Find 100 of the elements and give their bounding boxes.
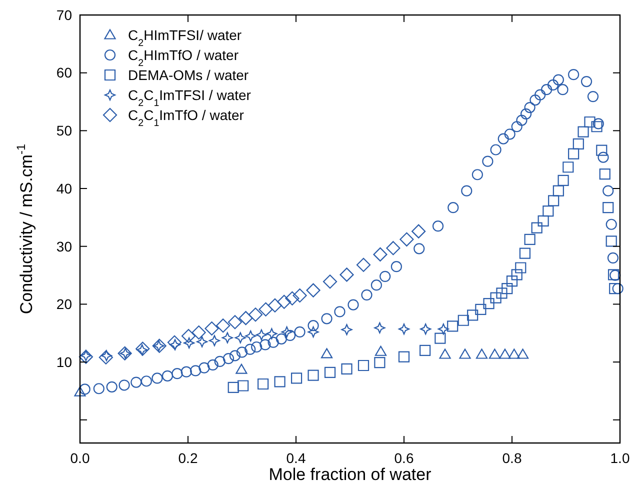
point <box>572 138 584 150</box>
point <box>515 262 526 274</box>
point <box>398 324 410 335</box>
point <box>438 324 449 335</box>
x-tick-label: 0.8 <box>502 450 522 466</box>
point <box>458 314 469 326</box>
point <box>531 222 542 234</box>
y-tick-label: 10 <box>56 354 72 370</box>
point <box>475 304 486 315</box>
point <box>439 348 451 359</box>
point <box>398 351 410 362</box>
point <box>256 329 267 340</box>
point <box>542 206 554 217</box>
point <box>374 357 386 368</box>
point <box>245 330 256 342</box>
x-axis-title: Mole fraction of water <box>268 465 432 482</box>
point <box>204 321 219 336</box>
point <box>208 335 220 346</box>
point <box>459 348 471 359</box>
y-tick-label: 70 <box>56 6 72 23</box>
point <box>308 370 319 381</box>
point <box>548 195 560 206</box>
y-tick-label: 60 <box>56 64 72 81</box>
point <box>74 386 86 396</box>
point <box>374 346 387 356</box>
x-tick-label: 0.4 <box>286 450 306 466</box>
point <box>340 268 354 282</box>
point <box>519 248 531 259</box>
x-tick-label: 0.6 <box>394 450 414 466</box>
point <box>488 348 501 359</box>
point <box>341 324 352 336</box>
point <box>324 366 336 378</box>
point <box>524 234 536 245</box>
point <box>508 348 520 359</box>
point <box>78 350 93 364</box>
point <box>420 324 432 335</box>
point <box>222 332 233 344</box>
point <box>602 202 614 214</box>
point <box>228 382 239 394</box>
point <box>169 339 181 350</box>
point <box>374 322 386 334</box>
point <box>562 162 574 173</box>
point <box>596 144 608 156</box>
point <box>236 364 248 374</box>
point <box>609 283 620 294</box>
y-tick-label: 50 <box>56 122 72 139</box>
point <box>100 350 112 362</box>
point <box>356 258 371 272</box>
point <box>196 336 208 348</box>
point <box>499 348 511 359</box>
point <box>285 291 300 306</box>
point <box>292 288 307 303</box>
point <box>98 350 113 364</box>
point <box>467 310 478 321</box>
point <box>248 308 263 322</box>
point <box>341 363 352 375</box>
legend-label: DEMA-OMs / water <box>128 66 249 83</box>
legend-label: C$_{2}$C$_{1}$ImTfO / water <box>128 106 244 128</box>
point <box>181 328 196 344</box>
point <box>274 376 286 388</box>
point <box>290 372 302 384</box>
point <box>490 292 502 304</box>
point <box>517 348 529 359</box>
point <box>281 326 292 338</box>
point <box>420 344 431 356</box>
x-tick-label: 0.0 <box>70 450 90 466</box>
point <box>552 185 564 196</box>
legend-label: C$_{2}$HImTFSI/ water <box>128 26 242 48</box>
point <box>578 126 589 138</box>
point <box>322 274 338 289</box>
point <box>412 224 426 238</box>
legend-label: C$_{2}$HImTfO / water <box>128 46 239 68</box>
point <box>506 276 518 287</box>
point <box>216 318 230 333</box>
point <box>192 325 206 340</box>
x-tick-label: 0.2 <box>178 450 198 466</box>
point <box>476 348 488 359</box>
point <box>358 360 370 372</box>
point <box>502 283 513 294</box>
point <box>496 288 508 299</box>
point <box>606 236 617 247</box>
point <box>258 378 269 390</box>
point <box>511 269 522 280</box>
point <box>538 215 549 226</box>
point <box>584 116 596 128</box>
point <box>306 283 320 298</box>
point <box>266 328 278 340</box>
point <box>167 335 182 350</box>
point <box>558 174 569 186</box>
point <box>234 332 246 344</box>
point <box>373 247 388 262</box>
point <box>568 148 580 160</box>
y-tick-label: 40 <box>56 180 72 196</box>
point <box>608 269 620 280</box>
point <box>400 232 414 246</box>
point <box>238 311 253 326</box>
point <box>447 320 458 332</box>
point <box>591 121 602 132</box>
legend-label: C$_{2}$C$_{1}$ImTFSI / water <box>128 86 252 108</box>
point <box>238 380 249 392</box>
